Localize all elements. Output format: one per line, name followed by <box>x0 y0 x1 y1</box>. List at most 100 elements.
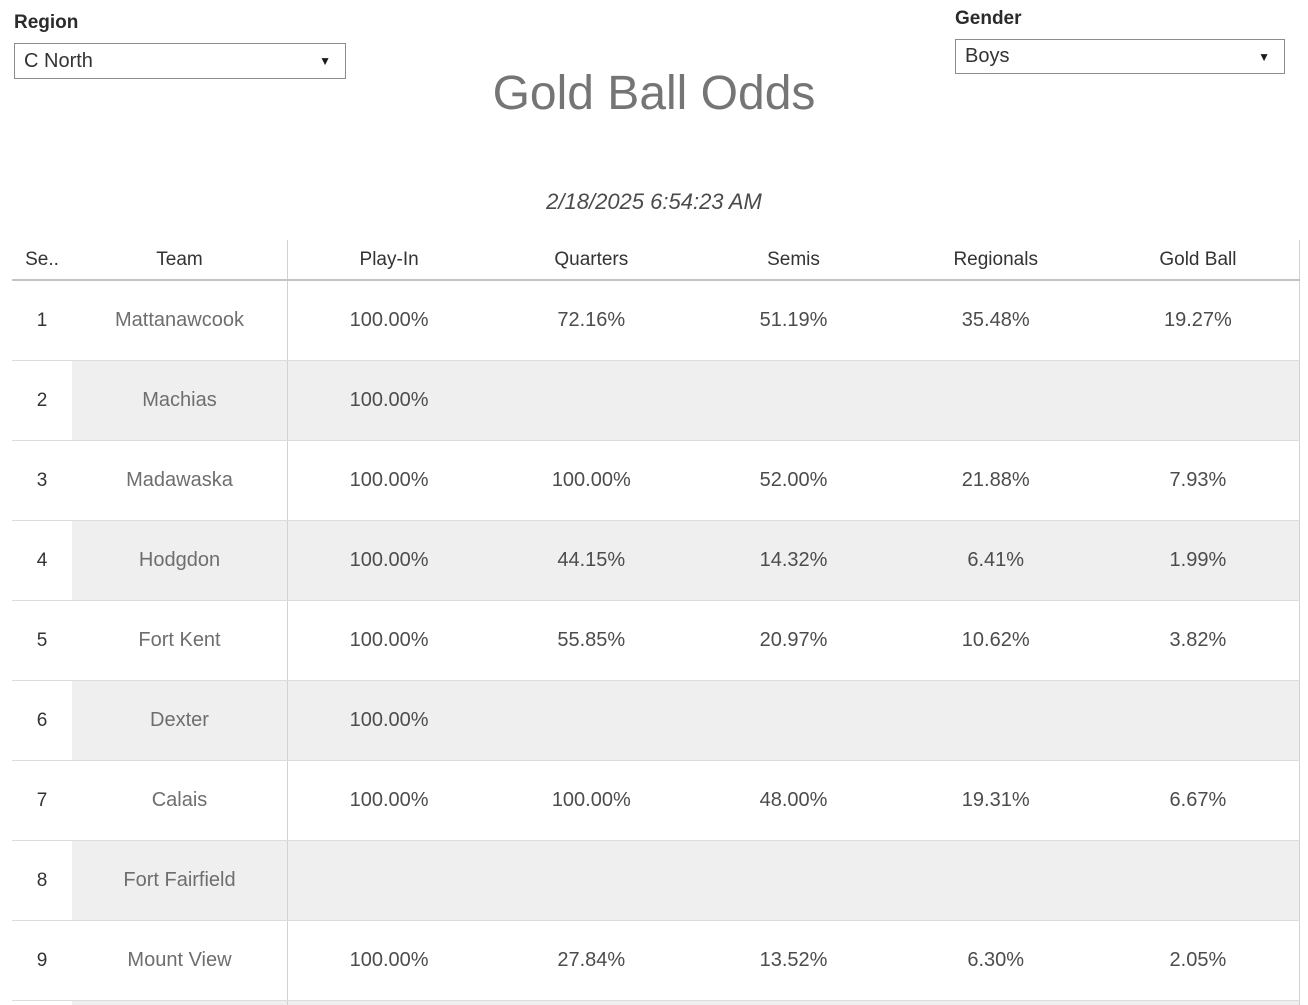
value-cell[interactable] <box>692 841 895 920</box>
value-cell[interactable]: 21.88% <box>961 469 1030 491</box>
value-cell[interactable]: 100.00% <box>288 361 491 440</box>
value-cell[interactable]: 10.62% <box>961 629 1030 651</box>
value-cell[interactable]: 100.00% <box>349 949 429 971</box>
value-cell[interactable]: 72.16% <box>557 309 626 331</box>
value-cell[interactable]: 3.82% <box>1097 601 1301 680</box>
value-cell[interactable] <box>692 681 895 760</box>
column-header-semis: Semis <box>767 248 820 270</box>
team-cell[interactable]: Mattanawcook <box>72 281 288 360</box>
region-dropdown[interactable]: C North ▼ <box>14 43 346 79</box>
value-cell[interactable]: 44.15% <box>490 521 693 600</box>
value-cell[interactable] <box>894 681 1097 760</box>
value-cell <box>490 1001 693 1005</box>
chevron-down-icon: ▼ <box>319 54 331 68</box>
value-cell[interactable]: 100.00% <box>288 681 491 760</box>
value-cell[interactable]: 19.31% <box>961 789 1030 811</box>
value-cell[interactable]: 13.52% <box>759 949 828 971</box>
value-cell <box>692 1001 895 1005</box>
seed-cell[interactable]: 6 <box>36 709 48 731</box>
table-row: 1 Mattanawcook 100.00% 72.16% 51.19% 35.… <box>12 281 1301 361</box>
seed-cell[interactable]: 8 <box>36 869 48 891</box>
column-header-quarters: Quarters <box>554 248 629 270</box>
value-cell[interactable] <box>692 361 895 440</box>
column-header-team: Team <box>72 240 288 279</box>
value-cell[interactable]: 35.48% <box>961 309 1030 331</box>
table-row: 6 Dexter 100.00% <box>12 681 1301 761</box>
team-cell[interactable]: Madawaska <box>72 441 288 520</box>
value-cell[interactable]: 2.05% <box>1097 921 1301 1000</box>
table-row: 7 Calais 100.00% 100.00% 48.00% 19.31% 6… <box>12 761 1301 841</box>
team-cell[interactable]: Dexter <box>72 681 288 760</box>
team-cell[interactable]: Hodgdon <box>72 521 288 600</box>
seed-cell[interactable]: 5 <box>36 629 48 651</box>
column-header-playin: Play-In <box>359 248 419 270</box>
value-cell[interactable]: 100.00% <box>288 521 491 600</box>
seed-cell[interactable]: 2 <box>36 389 48 411</box>
region-dropdown-value: C North <box>24 49 93 72</box>
value-cell[interactable]: 7.93% <box>1097 441 1301 520</box>
value-cell[interactable]: 20.97% <box>759 629 828 651</box>
chevron-down-icon: ▼ <box>1258 49 1270 64</box>
value-cell[interactable]: 19.27% <box>1097 281 1301 360</box>
gender-filter: Gender Boys ▼ <box>955 8 1285 74</box>
value-cell[interactable]: 100.00% <box>349 309 429 331</box>
table-row: 3 Madawaska 100.00% 100.00% 52.00% 21.88… <box>12 441 1301 521</box>
seed-cell[interactable]: 7 <box>36 789 48 811</box>
seed-cell[interactable]: 3 <box>36 469 48 491</box>
value-cell[interactable]: 14.32% <box>692 521 895 600</box>
table-row-clipped <box>12 1001 1300 1005</box>
value-cell[interactable]: 27.84% <box>557 949 626 971</box>
value-cell[interactable]: 100.00% <box>349 469 429 491</box>
value-cell[interactable]: 6.30% <box>967 949 1025 971</box>
table-header-row: Se.. Team Play-In Quarters Semis Regiona… <box>12 240 1301 281</box>
value-cell[interactable] <box>490 681 693 760</box>
team-cell[interactable]: Fort Fairfield <box>72 841 288 920</box>
team-cell[interactable]: Calais <box>72 761 288 840</box>
value-cell[interactable]: 100.00% <box>349 789 429 811</box>
table-row: 2 Machias 100.00% <box>12 361 1301 441</box>
value-cell[interactable]: 55.85% <box>557 629 626 651</box>
value-cell[interactable] <box>288 841 491 920</box>
value-cell[interactable]: 51.19% <box>759 309 828 331</box>
column-header-goldball: Gold Ball <box>1097 240 1301 279</box>
gender-dropdown-value: Boys <box>965 45 1010 67</box>
value-cell <box>1096 1001 1300 1005</box>
value-cell <box>288 1001 491 1005</box>
table-row: 8 Fort Fairfield <box>12 841 1301 921</box>
seed-cell[interactable]: 9 <box>36 949 48 971</box>
value-cell[interactable]: 100.00% <box>551 469 631 491</box>
value-cell[interactable]: 52.00% <box>759 469 828 491</box>
team-cell[interactable]: Mount View <box>72 921 288 1000</box>
refresh-timestamp: 2/18/2025 6:54:23 AM <box>546 189 762 214</box>
value-cell[interactable] <box>1096 841 1301 920</box>
odds-table: Se.. Team Play-In Quarters Semis Regiona… <box>12 240 1301 1005</box>
value-cell[interactable] <box>894 361 1097 440</box>
value-cell[interactable]: 6.67% <box>1097 761 1301 840</box>
team-cell[interactable]: Fort Kent <box>72 601 288 680</box>
value-cell[interactable]: 100.00% <box>349 629 429 651</box>
team-cell[interactable]: Machias <box>72 361 288 440</box>
value-cell[interactable] <box>490 841 693 920</box>
column-header-seed: Se.. <box>25 248 59 270</box>
region-filter: Region C North ▼ <box>14 12 346 79</box>
gender-dropdown[interactable]: Boys ▼ <box>955 39 1285 74</box>
value-cell[interactable] <box>490 361 693 440</box>
value-cell[interactable] <box>1096 681 1301 760</box>
value-cell[interactable]: 1.99% <box>1096 521 1301 600</box>
value-cell[interactable]: 100.00% <box>551 789 631 811</box>
value-cell[interactable] <box>1096 361 1301 440</box>
value-cell[interactable] <box>894 841 1097 920</box>
table-row: 5 Fort Kent 100.00% 55.85% 20.97% 10.62%… <box>12 601 1301 681</box>
seed-cell[interactable]: 1 <box>36 309 48 331</box>
table-row: 9 Mount View 100.00% 27.84% 13.52% 6.30%… <box>12 921 1301 1001</box>
gender-filter-label: Gender <box>955 8 1022 29</box>
seed-cell[interactable]: 4 <box>36 549 48 571</box>
seed-cell <box>12 1001 72 1005</box>
team-cell <box>72 1001 288 1005</box>
value-cell[interactable]: 48.00% <box>759 789 828 811</box>
value-cell <box>894 1001 1097 1005</box>
page-title: Gold Ball Odds <box>492 67 816 120</box>
table-row: 4 Hodgdon 100.00% 44.15% 14.32% 6.41% 1.… <box>12 521 1301 601</box>
column-header-regionals: Regionals <box>953 248 1038 270</box>
value-cell[interactable]: 6.41% <box>894 521 1097 600</box>
